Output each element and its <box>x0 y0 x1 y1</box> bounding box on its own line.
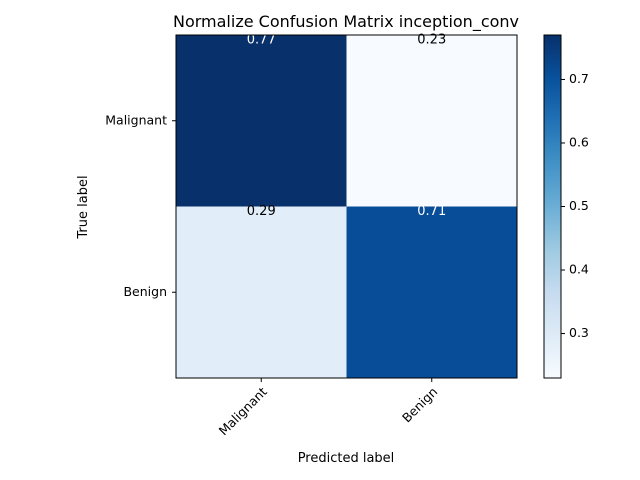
cell-value-label: 0.23 <box>417 32 446 47</box>
x-tick-label: Benign <box>399 384 440 425</box>
colorbar <box>543 34 562 379</box>
y-tick-label: Benign <box>123 284 167 299</box>
colorbar-tick-label: 0.7 <box>569 71 589 86</box>
x-axis-ticks: Malignant Benign <box>216 378 440 438</box>
colorbar-tick-label: 0.3 <box>569 325 589 340</box>
cell-value-label: 0.71 <box>417 204 446 219</box>
plot-frame <box>175 34 518 379</box>
x-axis-label: Predicted label <box>298 451 395 466</box>
chart-title: Normalize Confusion Matrix inception_con… <box>173 12 519 32</box>
cell-value-label: 0.77 <box>247 32 276 47</box>
colorbar-tick-label: 0.4 <box>569 262 589 277</box>
x-tick-label: Malignant <box>216 384 270 438</box>
y-axis-ticks: Malignant Benign <box>105 112 176 299</box>
matrix-cell <box>346 35 517 207</box>
y-axis-label: True label <box>76 175 91 239</box>
colorbar-tick-label: 0.6 <box>569 134 589 149</box>
y-tick-label: Malignant <box>105 112 167 127</box>
colorbar-tick-label: 0.5 <box>569 198 589 213</box>
matrix-cell <box>346 206 517 378</box>
colorbar-ticks: 0.3 0.4 0.5 0.6 0.7 <box>561 71 589 340</box>
matrix-cell <box>176 206 347 378</box>
matrix-cells: 0.77 0.23 0.29 0.71 <box>176 32 517 378</box>
matrix-cell <box>176 35 347 207</box>
cell-value-label: 0.29 <box>247 204 276 219</box>
